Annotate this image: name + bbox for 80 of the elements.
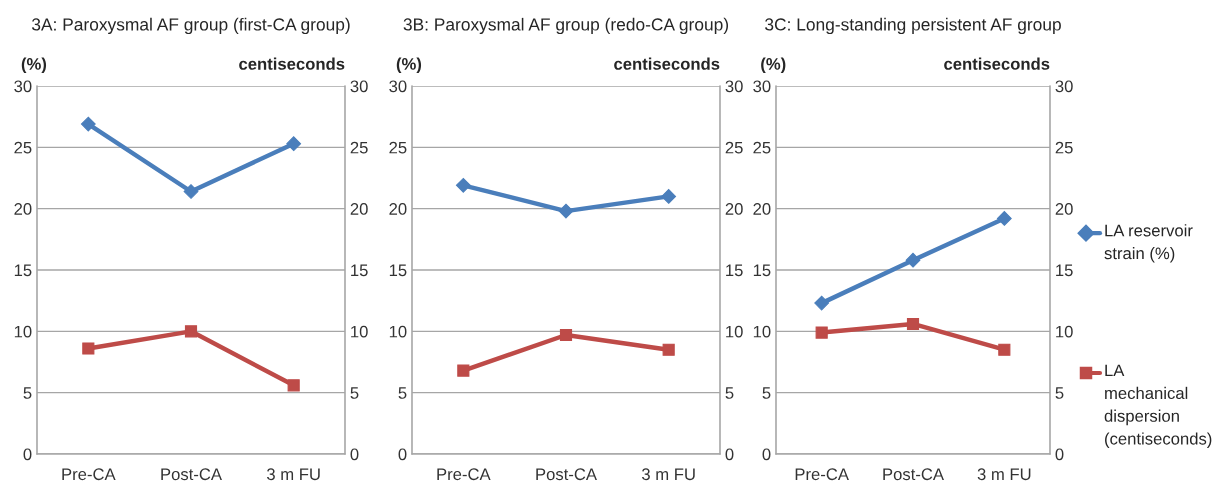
- chart-title: 3C: Long-standing persistent AF group: [765, 17, 1061, 35]
- x-tick-label: Pre-CA: [795, 468, 849, 481]
- y2-tick-label: 20: [1055, 203, 1073, 215]
- y-tick-label: 30: [389, 80, 407, 93]
- point: [184, 325, 198, 338]
- y-tick-label: 15: [753, 264, 771, 277]
- point: [661, 189, 677, 204]
- y-tick-label: 5: [398, 387, 407, 399]
- point: [183, 184, 199, 199]
- y2-tick-label: 5: [1055, 387, 1064, 399]
- y2-tick-label: 5: [725, 387, 734, 399]
- x-tick-label: Post-CA: [536, 468, 597, 481]
- point: [814, 295, 830, 311]
- y2-tick-label: 30: [725, 80, 743, 93]
- point: [662, 343, 675, 356]
- point: [286, 136, 302, 152]
- point: [80, 116, 96, 132]
- y-tick-label: 20: [753, 203, 771, 215]
- chart-title: 3A: Paroxysmal AF group (first-CA group): [31, 17, 350, 35]
- y2-tick-label: 0: [1055, 448, 1064, 461]
- x-tick-label: 3 m FU: [266, 468, 320, 481]
- point: [905, 252, 921, 268]
- y2-axis-title: centiseconds: [944, 57, 1050, 70]
- y2-tick-label: 25: [350, 141, 368, 154]
- point: [998, 343, 1011, 356]
- y-axis-title: (%): [761, 57, 786, 74]
- y2-axis-title: centiseconds: [239, 57, 345, 70]
- y-axis-title: (%): [21, 57, 47, 74]
- y-tick-label: 15: [14, 264, 32, 277]
- y-tick-label: 0: [398, 448, 407, 461]
- y-tick-label: 5: [762, 387, 771, 399]
- y-tick-label: 25: [14, 141, 32, 154]
- y2-tick-label: 10: [726, 325, 743, 338]
- y-tick-label: 20: [14, 203, 32, 215]
- y2-tick-label: 15: [1056, 264, 1073, 277]
- y-tick-label: 25: [389, 141, 407, 154]
- y2-tick-label: 25: [1055, 141, 1073, 154]
- y2-tick-label: 30: [350, 80, 368, 93]
- y2-tick-label: 10: [351, 325, 368, 338]
- y2-tick-label: 20: [725, 203, 743, 215]
- point: [559, 328, 573, 342]
- point: [82, 342, 95, 355]
- x-tick-label: 3 m FU: [641, 468, 695, 481]
- y-tick-label: 25: [753, 141, 771, 154]
- point: [815, 326, 828, 339]
- point: [906, 317, 920, 331]
- x-tick-label: Pre-CA: [62, 468, 116, 481]
- y2-axis-title: centiseconds: [614, 57, 720, 70]
- y2-tick-label: 15: [351, 264, 368, 277]
- y2-tick-label: 25: [725, 141, 743, 154]
- x-tick-label: Pre-CA: [437, 468, 491, 481]
- legend-label: LA reservoir strain (%): [1104, 224, 1193, 263]
- x-tick-label: 3 m FU: [977, 468, 1031, 481]
- x-tick-label: Post-CA: [883, 468, 944, 481]
- chart-title: 3B: Paroxysmal AF group (redo-CA group): [403, 17, 729, 35]
- y-tick-label: 10: [14, 325, 32, 338]
- y2-tick-label: 30: [1055, 80, 1073, 93]
- y-tick-label: 15: [389, 264, 407, 277]
- point: [457, 364, 470, 377]
- x-tick-label: Post-CA: [161, 468, 222, 481]
- y-tick-label: 10: [389, 325, 407, 338]
- y-axis-title: (%): [396, 57, 422, 74]
- legend-label: LA mechanical dispersion (centiseconds): [1104, 364, 1212, 448]
- y-tick-label: 10: [753, 325, 771, 338]
- point: [455, 177, 471, 193]
- y2-tick-label: 10: [1056, 325, 1073, 338]
- y-tick-label: 30: [14, 80, 32, 93]
- y2-tick-label: 5: [350, 387, 359, 399]
- y2-tick-label: 0: [350, 448, 359, 461]
- y-tick-label: 5: [23, 387, 32, 399]
- y-tick-label: 30: [753, 80, 771, 93]
- y2-tick-label: 20: [350, 203, 368, 215]
- y2-tick-label: 15: [726, 264, 743, 277]
- y-tick-label: 0: [762, 448, 771, 461]
- y-tick-label: 20: [389, 203, 407, 215]
- point: [287, 379, 300, 392]
- y2-tick-label: 0: [725, 448, 734, 461]
- point: [996, 211, 1012, 226]
- point: [558, 203, 574, 219]
- y-tick-label: 0: [23, 448, 32, 461]
